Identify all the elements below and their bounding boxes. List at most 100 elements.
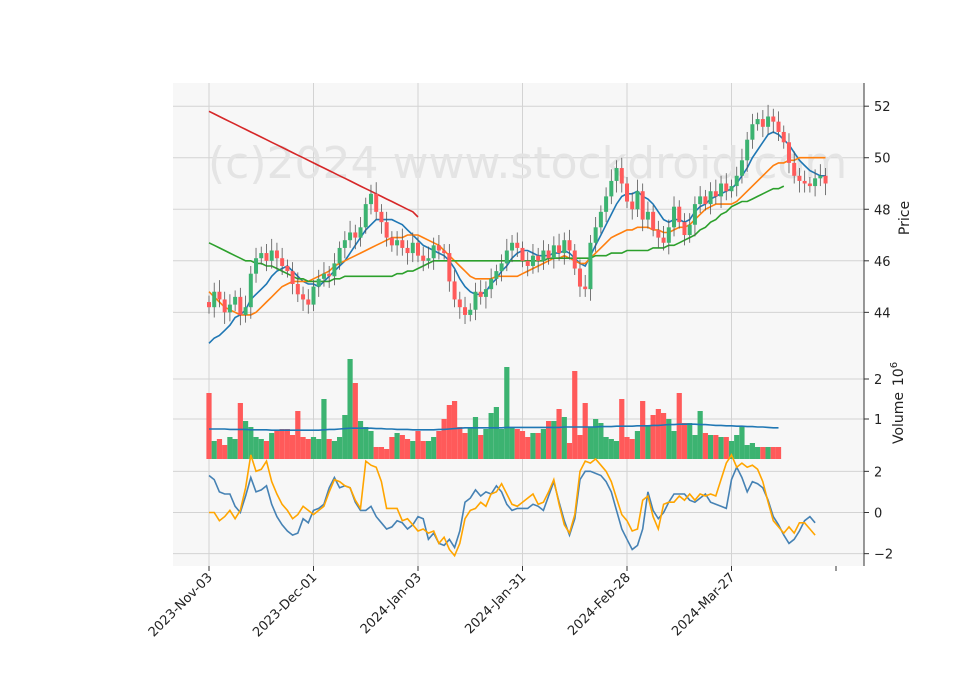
x-tick-label: 2024-Mar-27 (669, 570, 738, 639)
candle-body (368, 193, 373, 205)
candle-body (750, 124, 755, 140)
volume-bar (420, 441, 426, 459)
candle-body (766, 116, 771, 127)
candle-body (562, 240, 567, 254)
candle-body (510, 242, 515, 251)
volume-bar (770, 447, 776, 459)
candle-body (489, 278, 494, 290)
price-y-tick-label: 50 (874, 152, 891, 167)
candle-body (625, 183, 629, 202)
candle-body (442, 250, 447, 254)
candle-body (316, 278, 321, 287)
x-tick-label: 2024-Jan-31 (462, 570, 529, 637)
volume-bar (655, 409, 661, 459)
volume-bar (415, 431, 421, 459)
candle-body (295, 284, 300, 295)
candle-body (598, 211, 603, 228)
volume-bar (357, 421, 364, 459)
candle-body (243, 307, 248, 315)
volume-bar (765, 447, 771, 459)
candle-body (207, 302, 211, 308)
candle-body (327, 273, 332, 277)
volume-bar (316, 439, 322, 459)
volume-bar (274, 431, 280, 459)
candle-body (666, 227, 671, 243)
candle-body (813, 178, 818, 187)
candle-body (719, 183, 724, 197)
volume-bar (587, 427, 594, 459)
candle-body (635, 191, 640, 210)
candle-body (807, 183, 812, 187)
volume-bar (425, 441, 432, 459)
candle-body (426, 258, 431, 261)
volume-bar (310, 437, 317, 459)
volume-bar (300, 437, 306, 459)
x-tick-label: 2024-Feb-28 (565, 570, 634, 639)
volume-bar (211, 441, 217, 459)
volume-bar (624, 437, 630, 459)
volume-bar (373, 447, 379, 459)
candle-body (478, 291, 483, 297)
candle-body (342, 240, 347, 248)
volume-bar (535, 433, 541, 459)
candle-body (217, 291, 222, 300)
candle-body (755, 119, 760, 125)
candle-body (525, 260, 530, 266)
volume-bar (755, 447, 761, 459)
volume-bar (394, 433, 400, 459)
volume-bar (504, 367, 510, 459)
candle-body (530, 255, 535, 266)
candle-body (734, 175, 739, 187)
candle-body (222, 299, 227, 313)
candle-body (541, 250, 546, 261)
candle-body (745, 139, 750, 161)
volume-bar (253, 437, 259, 459)
candle-body (551, 245, 556, 259)
volume-bar (457, 427, 463, 459)
volume-bar (269, 433, 275, 459)
volume-bar (603, 437, 609, 459)
candle-body (463, 307, 468, 315)
candle-body (395, 240, 400, 246)
volume-bar (227, 437, 233, 459)
volume-bar (660, 413, 667, 459)
oscillator-fast-line (208, 465, 816, 551)
candle-body (682, 222, 687, 236)
volume-bar (384, 449, 390, 459)
volume-bar (718, 437, 724, 459)
candle-body (358, 227, 363, 238)
candle-body (739, 160, 744, 176)
volume-bar (363, 427, 369, 459)
volume-bar (499, 429, 505, 459)
volume-bar (551, 421, 557, 459)
volume-bar (232, 439, 238, 459)
volume-bar (206, 393, 212, 459)
volume-bar (279, 429, 285, 459)
volume-bar (739, 427, 745, 459)
volume-bar (629, 439, 635, 459)
candle-body (604, 196, 609, 212)
volume-bar (378, 447, 385, 459)
candle-body (254, 258, 259, 274)
candle-body (306, 299, 311, 305)
volume-bar (258, 439, 264, 459)
volume-bar (671, 431, 677, 459)
volume-bar (593, 419, 599, 459)
volume-axis-label: Volume (891, 392, 907, 444)
volume-axis-exponent: 106 (889, 362, 907, 386)
oscillator-slow-line (209, 453, 816, 558)
candle-body (389, 237, 394, 246)
volume-bar (410, 441, 416, 459)
volume-bar (666, 419, 672, 459)
candle-body (645, 211, 650, 220)
candle-body (630, 201, 635, 210)
volume-bar (525, 437, 531, 459)
volume-bar (368, 431, 374, 459)
volume-bar (352, 383, 358, 459)
volume-bar (734, 435, 740, 459)
candle-body (301, 294, 306, 300)
volume-bar (775, 447, 782, 459)
candle-body (619, 168, 624, 184)
oscillator-y-tick-label: −2 (874, 548, 893, 563)
